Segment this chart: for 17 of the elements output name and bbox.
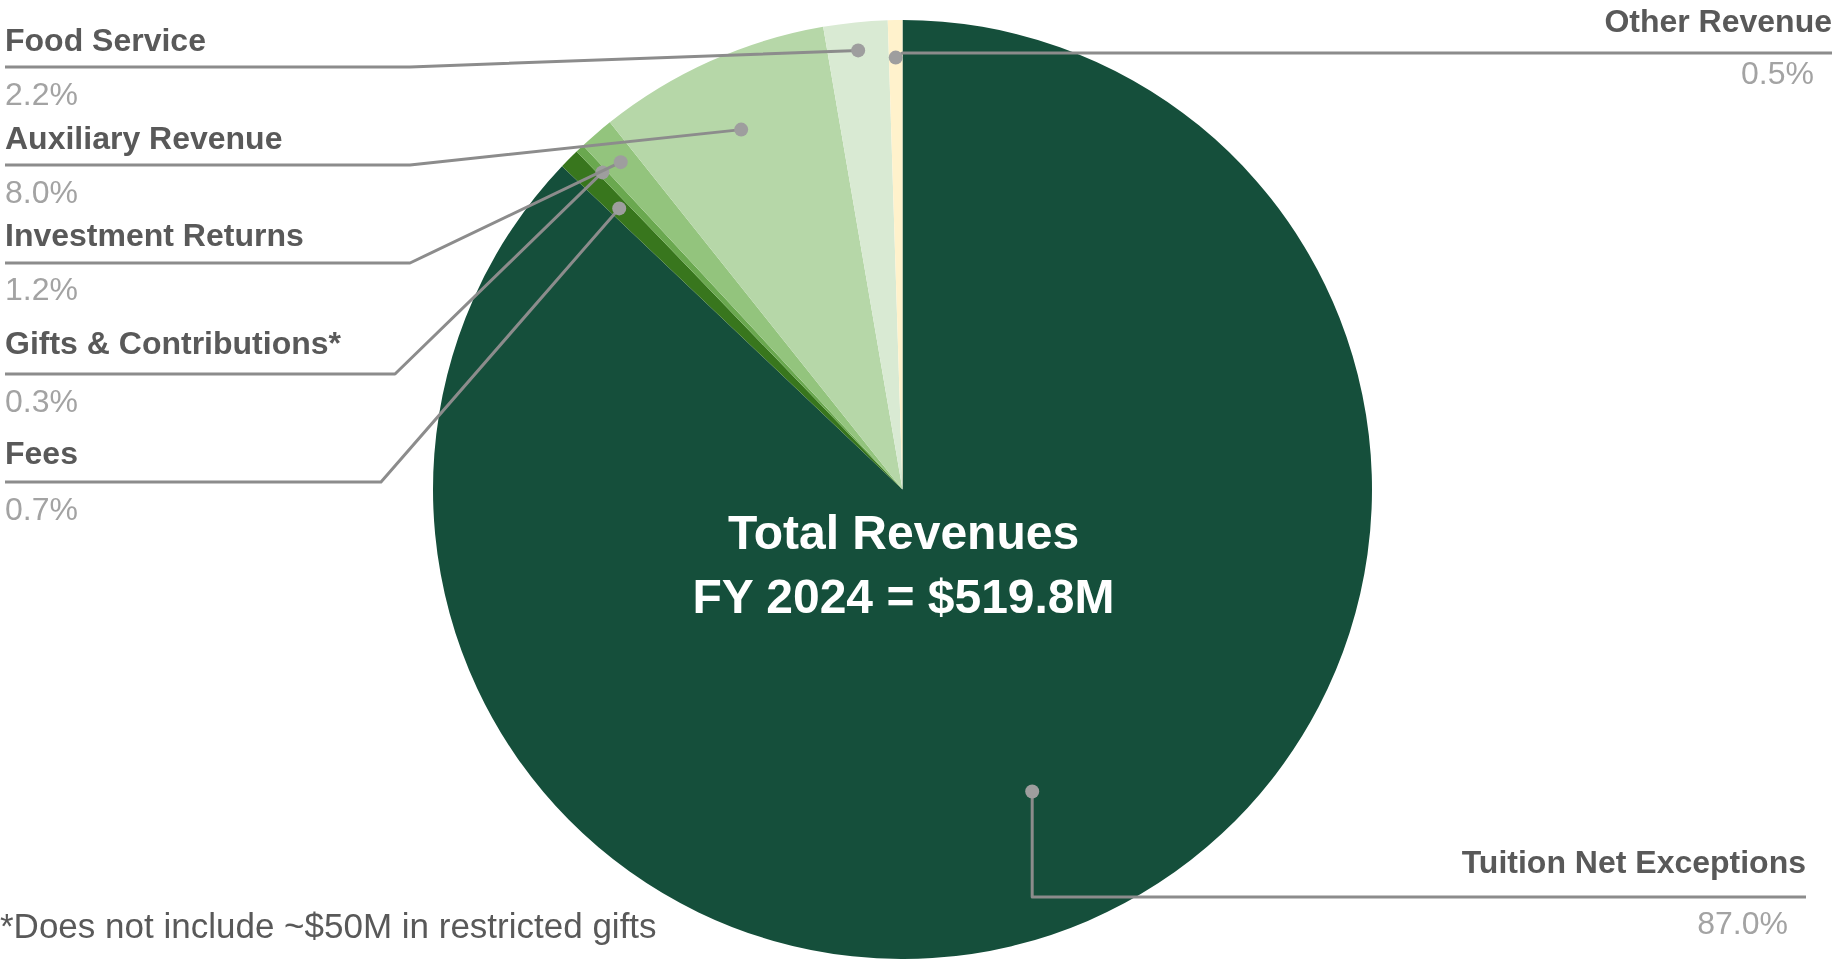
data-label: 0.5% [1741, 54, 1814, 91]
data-label: 1.2% [5, 270, 78, 307]
data-label: 2.2% [5, 75, 78, 112]
slice-label: Tuition Net Exceptions [1461, 843, 1806, 880]
slice-label: Investment Returns [5, 216, 304, 253]
data-label: 0.3% [5, 382, 78, 419]
slice-label: Food Service [5, 21, 206, 58]
slice-label: Fees [5, 434, 78, 471]
slice-label: Gifts & Contributions* [5, 324, 342, 361]
slice-label: Other Revenue [1604, 2, 1832, 39]
slice-label: Auxiliary Revenue [5, 119, 283, 156]
text: Total Revenues [727, 506, 1080, 560]
data-label: 0.7% [5, 490, 78, 527]
text: FY 2024 = $519.8M [692, 570, 1115, 624]
data-label: 8.0% [5, 173, 78, 210]
text: *Does not include ~$50M in restricted gifts [0, 905, 657, 945]
data-label: 87.0% [1697, 904, 1788, 941]
